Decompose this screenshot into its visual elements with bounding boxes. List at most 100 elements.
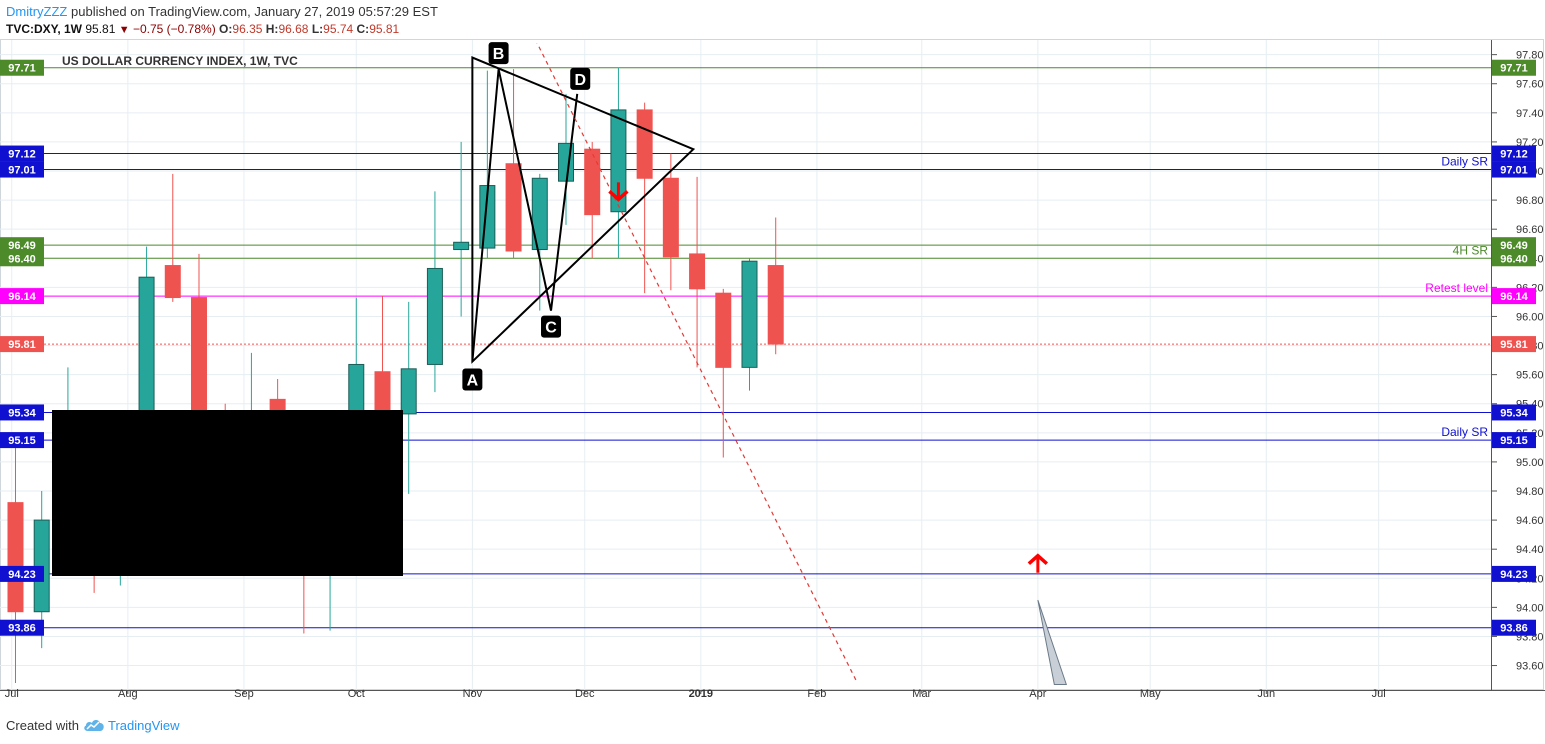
pattern-point-d-box bbox=[570, 67, 591, 90]
pointer-arrow-icon bbox=[1037, 599, 1068, 685]
low-value: 95.74 bbox=[323, 22, 354, 36]
tradingview-link[interactable]: TradingView bbox=[108, 718, 180, 733]
pattern-point-a-box bbox=[462, 368, 483, 391]
level-text: Retest level bbox=[1425, 281, 1488, 295]
y-tick-label: 94.00 bbox=[1516, 602, 1544, 614]
candle-body bbox=[610, 109, 627, 213]
level-text: Daily SR bbox=[1441, 425, 1488, 439]
x-tick-label: Dec bbox=[575, 688, 595, 700]
candle-body bbox=[715, 292, 732, 368]
right-level-label: 95.34 bbox=[1500, 407, 1528, 419]
level-text: 4H SR bbox=[1453, 243, 1489, 257]
candle-body bbox=[767, 265, 784, 345]
published-text: published on TradingView.com, January 27… bbox=[71, 4, 438, 19]
y-tick-label: 97.80 bbox=[1516, 50, 1544, 62]
right-level-label: 96.49 bbox=[1500, 240, 1528, 252]
right-level-label-bg bbox=[1492, 145, 1536, 162]
y-tick-label: 94.40 bbox=[1516, 544, 1544, 556]
right-level-label-bg bbox=[1492, 161, 1536, 178]
right-level-label: 97.01 bbox=[1500, 165, 1528, 177]
close-label: C: bbox=[356, 22, 370, 36]
left-level-label-bg bbox=[0, 237, 44, 254]
redaction-block bbox=[52, 410, 403, 576]
pattern-point-b-label: B bbox=[493, 46, 505, 63]
abcd-pattern-line bbox=[471, 68, 579, 362]
candles-group bbox=[7, 67, 784, 683]
y-tick-label: 96.00 bbox=[1516, 311, 1544, 323]
pattern-point-c-label: C bbox=[545, 320, 557, 337]
left-level-label: 96.40 bbox=[8, 253, 36, 265]
x-tick-label: Aug bbox=[118, 688, 138, 700]
candle-body bbox=[741, 260, 758, 368]
left-level-label: 97.71 bbox=[8, 63, 36, 75]
y-tick-label: 94.60 bbox=[1516, 515, 1544, 527]
right-level-label: 96.14 bbox=[1500, 291, 1528, 303]
y-tick-label: 94.80 bbox=[1516, 486, 1544, 498]
symbol-label: TVC:DXY, 1W bbox=[6, 22, 83, 36]
publish-info: DmitryZZZ published on TradingView.com, … bbox=[6, 4, 438, 19]
down-arrow-icon bbox=[608, 190, 629, 202]
chart-frame bbox=[0, 39, 1544, 690]
candle-body bbox=[453, 241, 470, 251]
right-level-label-bg bbox=[1492, 432, 1536, 449]
change-value: −0.75 (−0.78%) bbox=[132, 22, 216, 36]
x-tick-label: 2019 bbox=[689, 688, 713, 700]
right-level-label: 97.12 bbox=[1500, 149, 1528, 161]
x-tick-label: Jun bbox=[1257, 688, 1275, 700]
triangle-pattern bbox=[471, 56, 696, 364]
left-level-label-bg bbox=[0, 565, 44, 582]
x-tick-label: Jul bbox=[5, 688, 19, 700]
left-level-label: 97.01 bbox=[8, 165, 36, 177]
right-level-label: 94.23 bbox=[1500, 569, 1528, 581]
down-triangle-icon: ▼ bbox=[118, 24, 130, 36]
author-link[interactable]: DmitryZZZ bbox=[6, 4, 68, 19]
x-tick-label: Mar bbox=[912, 688, 931, 700]
right-level-label-bg bbox=[1492, 237, 1536, 254]
level-text: Daily SR bbox=[1441, 155, 1488, 169]
left-level-label: 95.34 bbox=[8, 407, 36, 419]
left-level-label: 96.49 bbox=[8, 240, 36, 252]
dashed-trendline bbox=[536, 43, 859, 683]
right-level-label-bg bbox=[1492, 250, 1536, 267]
right-last-price-label-bg bbox=[1492, 336, 1536, 353]
candle-body bbox=[636, 109, 653, 179]
y-tick-label: 96.80 bbox=[1516, 195, 1544, 207]
left-last-price-label-bg bbox=[0, 336, 44, 353]
pattern-point-d-label: D bbox=[574, 72, 586, 89]
x-tick-label: Apr bbox=[1029, 688, 1046, 700]
y-tick-label: 93.60 bbox=[1516, 661, 1544, 673]
y-tick-label: 95.60 bbox=[1516, 370, 1544, 382]
footer: Created with TradingView bbox=[6, 718, 180, 735]
candle-body bbox=[7, 502, 24, 613]
right-level-label-bg bbox=[1492, 565, 1536, 582]
symbol-info: TVC:DXY, 1W 95.81 ▼ −0.75 (−0.78%) O:96.… bbox=[6, 22, 399, 36]
candle-body bbox=[662, 177, 679, 258]
last-price-value: 95.81 bbox=[85, 22, 116, 36]
close-value: 95.81 bbox=[369, 22, 400, 36]
high-value: 96.68 bbox=[278, 22, 309, 36]
x-tick-label: Oct bbox=[348, 688, 365, 700]
candle-body bbox=[531, 177, 548, 251]
candle-body bbox=[584, 148, 601, 216]
candle-body bbox=[190, 297, 207, 427]
y-tick-label: 97.60 bbox=[1516, 79, 1544, 91]
left-level-label-bg bbox=[0, 288, 44, 305]
candle-body bbox=[505, 163, 522, 252]
candle-body bbox=[33, 519, 50, 613]
left-last-price-label: 95.81 bbox=[8, 339, 36, 351]
candle-body bbox=[689, 253, 706, 290]
left-level-label: 93.86 bbox=[8, 623, 36, 635]
open-label: O: bbox=[219, 22, 233, 36]
candle-body bbox=[400, 368, 417, 415]
y-tick-label: 96.60 bbox=[1516, 224, 1544, 236]
pattern-point-a-label: A bbox=[467, 373, 479, 390]
x-tick-label: Sep bbox=[234, 688, 254, 700]
left-level-label-bg bbox=[0, 404, 44, 421]
x-tick-label: May bbox=[1140, 688, 1161, 700]
right-level-label-bg bbox=[1492, 59, 1536, 76]
open-value: 96.35 bbox=[232, 22, 263, 36]
left-level-label-bg bbox=[0, 59, 44, 76]
y-tick-label: 97.40 bbox=[1516, 108, 1544, 120]
right-level-label: 97.71 bbox=[1500, 63, 1528, 75]
